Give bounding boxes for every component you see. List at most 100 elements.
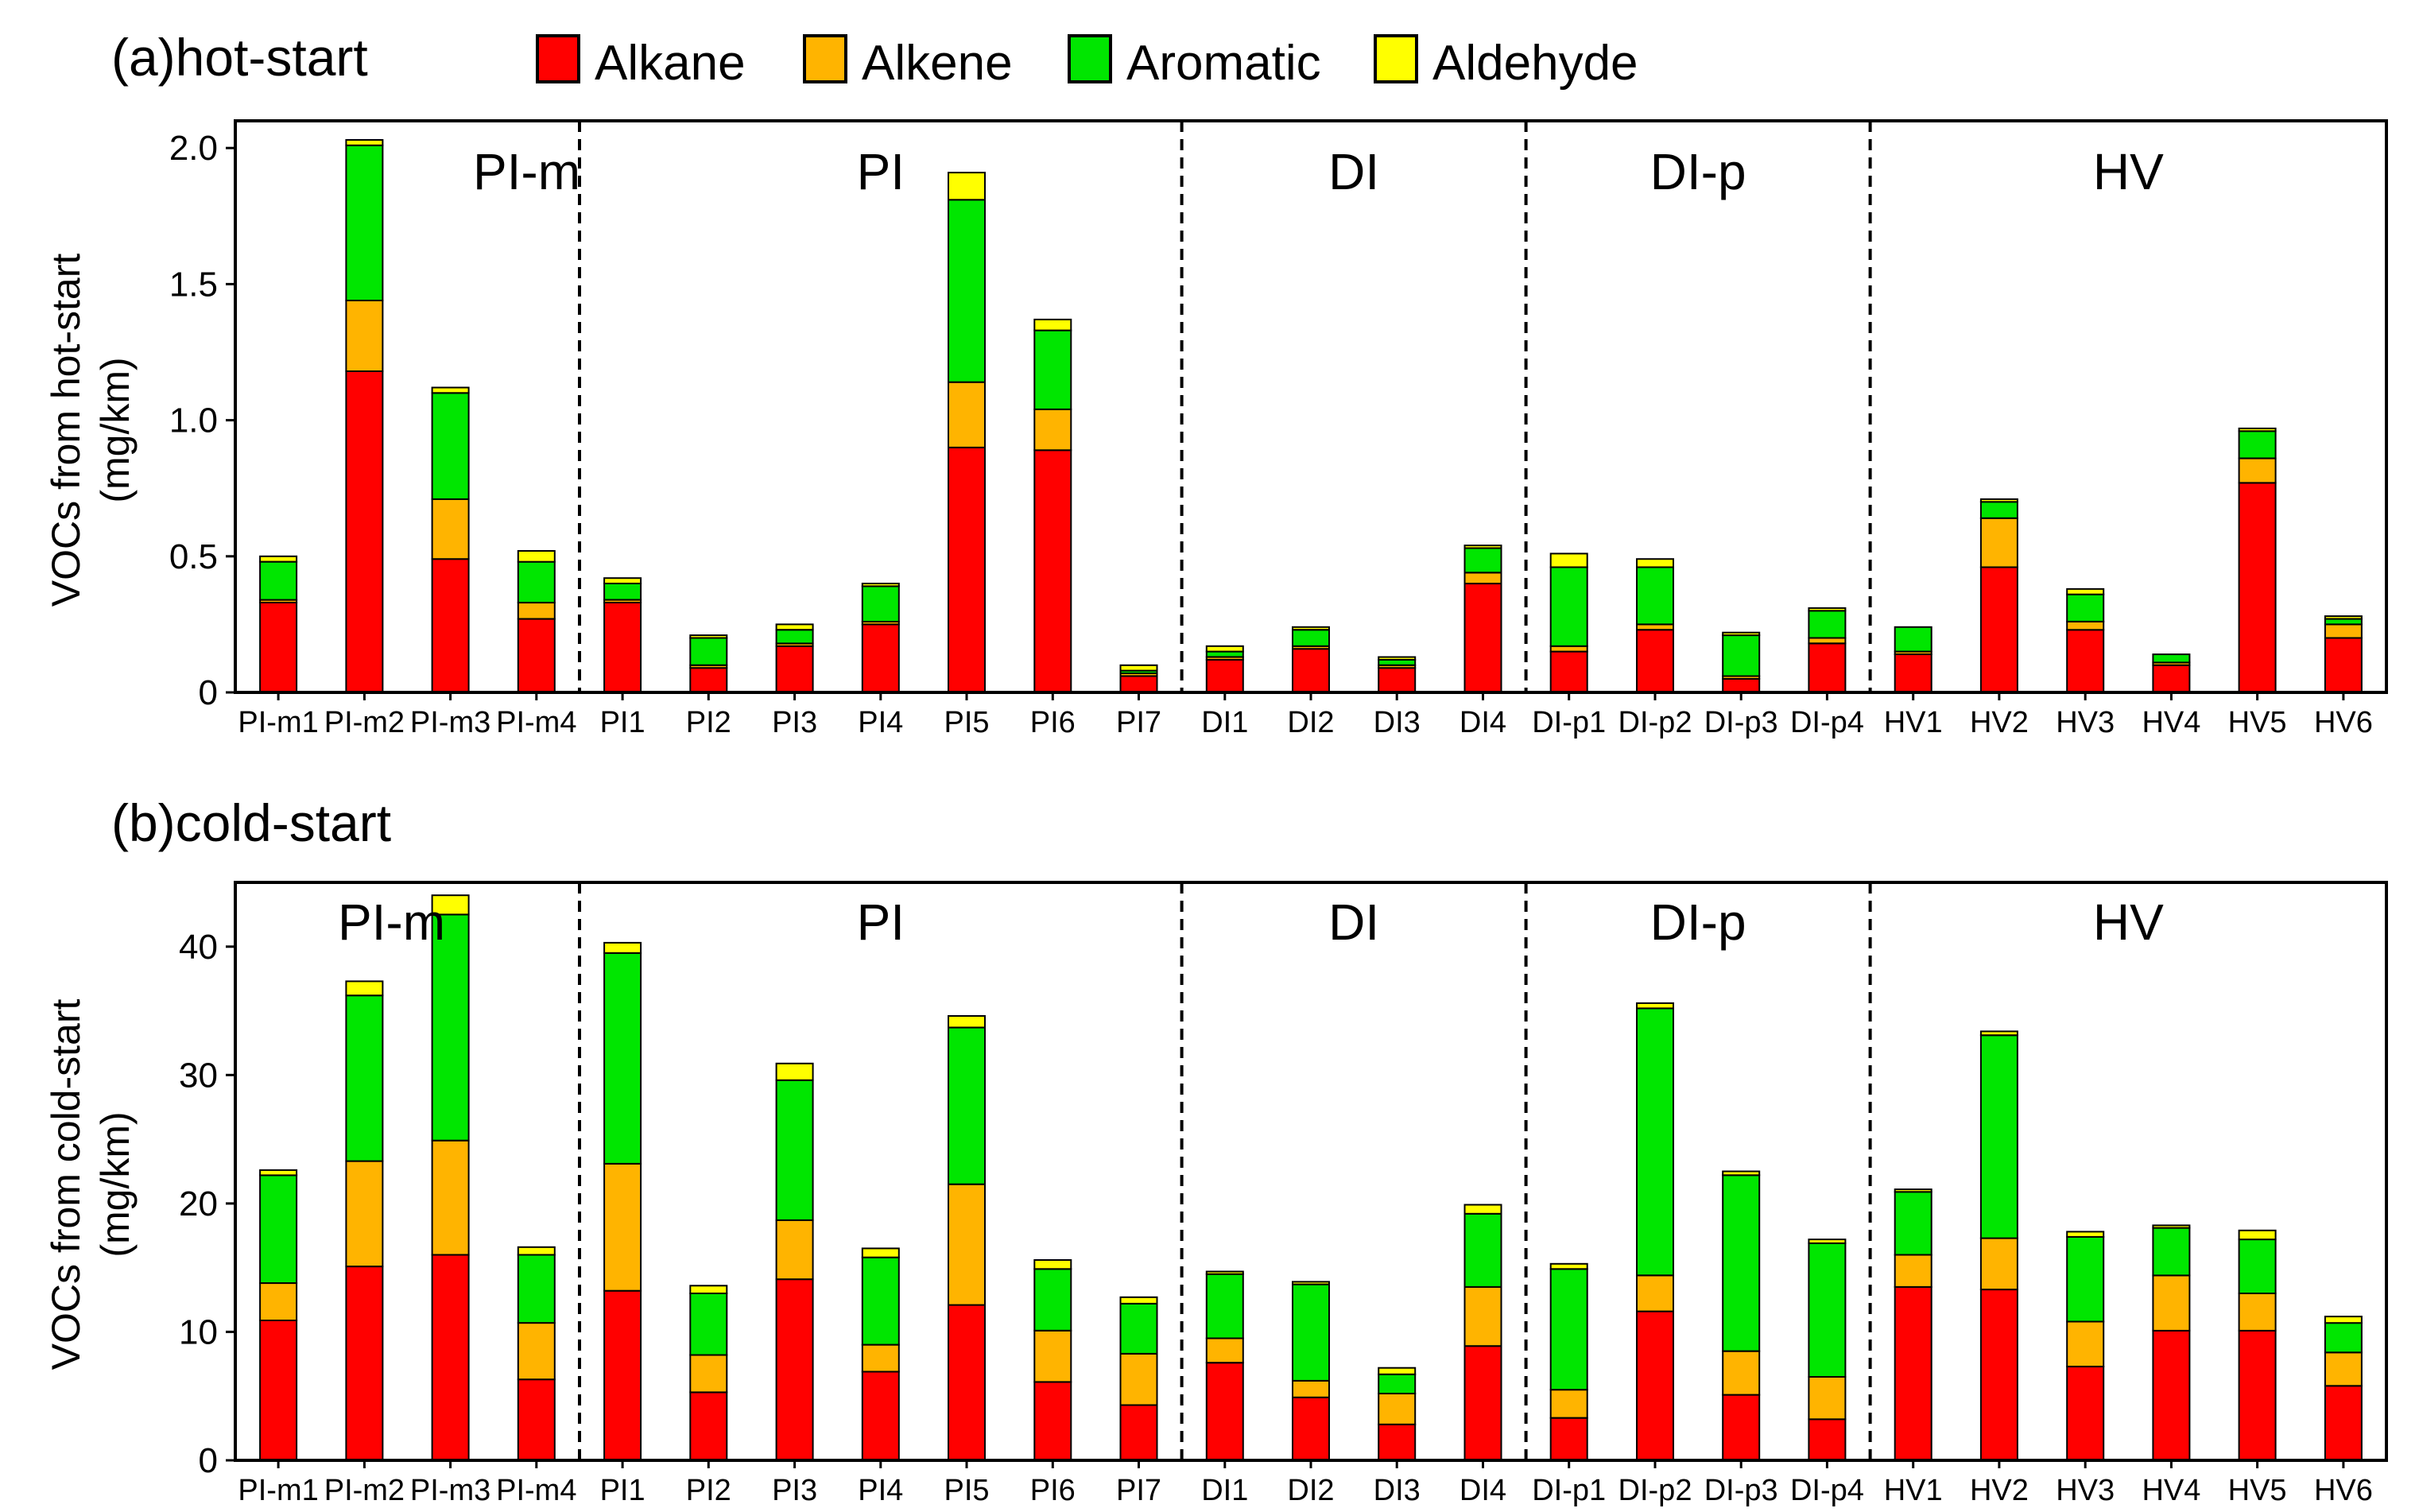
bar-di3-alkene [1378, 1393, 1417, 1425]
x-label-di3: DI3 [1374, 1474, 1421, 1507]
bar-di-p2-aldehyde [1636, 1002, 1674, 1010]
x-label-hv6: HV6 [2314, 1474, 2373, 1507]
bar-pi-m4-aldehyde [517, 1246, 556, 1256]
bar-di3-aromatic [1378, 1373, 1417, 1395]
bar-pi3-aldehyde [775, 623, 814, 631]
bar-pi1-alkane [603, 1289, 642, 1461]
bar-di3-aldehyde [1378, 656, 1417, 661]
bar-di-p4-aromatic [1808, 610, 1847, 639]
bar-pi4-aromatic [861, 585, 900, 622]
bar-pi2-aromatic [689, 637, 728, 666]
y-tick-label-1-0: 0 [199, 1441, 218, 1480]
x-label-pi-m4: PI-m4 [496, 1474, 576, 1507]
bar-di-p3-aldehyde [1722, 1170, 1761, 1177]
bar-hv5-alkane [2238, 1329, 2277, 1462]
bar-pi7-aromatic [1119, 1302, 1158, 1355]
bar-pi4-aldehyde [861, 1247, 900, 1258]
bar-hv3-aldehyde [2066, 587, 2105, 595]
bar-pi6-alkane [1033, 449, 1072, 693]
bar-hv5-aldehyde [2238, 427, 2277, 432]
bar-hv2-alkene [1979, 1237, 2018, 1291]
x-label-hv2: HV2 [1970, 706, 2029, 739]
bar-di1-aromatic [1205, 650, 1244, 658]
bar-pi5-aromatic [948, 1026, 986, 1185]
bar-hv5-alkane [2238, 482, 2277, 694]
x-label-pi2: PI2 [686, 706, 731, 739]
y-tick-label-0-4: 2.0 [169, 129, 218, 168]
bar-pi7-aldehyde [1119, 1296, 1158, 1305]
y-tick-label-0-1: 0.5 [169, 537, 218, 576]
bar-pi5-alkene [948, 1183, 986, 1306]
bar-pi-m3-aldehyde [431, 894, 470, 916]
group-label-di-p: DI-p [1650, 894, 1746, 951]
bar-di3-aromatic [1378, 658, 1417, 666]
bar-di2-aromatic [1292, 1283, 1330, 1382]
group-label-di-p: DI-p [1650, 143, 1746, 200]
bar-hv3-alkene [2066, 621, 2105, 631]
bar-pi1-aromatic [603, 952, 642, 1165]
bar-di-p4-alkene [1808, 1376, 1847, 1421]
x-label-di-p4: DI-p4 [1790, 706, 1864, 739]
bar-pi6-alkane [1033, 1381, 1072, 1461]
bar-di4-alkene [1463, 572, 1502, 585]
legend-swatch-aldehyde [1374, 34, 1418, 83]
x-label-di-p2: DI-p2 [1618, 706, 1692, 739]
bar-pi-m4-aromatic [517, 560, 556, 604]
x-label-pi3: PI3 [772, 1474, 817, 1507]
bar-hv1-alkane [1894, 1285, 1932, 1462]
bar-pi-m2-alkene [345, 300, 384, 372]
bar-di2-aldehyde [1292, 1281, 1330, 1285]
x-label-pi4: PI4 [858, 1474, 903, 1507]
bar-pi-m3-alkene [431, 1139, 470, 1256]
bar-hv3-aromatic [2066, 1235, 2105, 1323]
y-axis-title-line1: VOCs from cold-start [44, 999, 88, 1370]
legend-label-alkene: Alkene [862, 36, 1013, 91]
x-label-di4: DI4 [1460, 1474, 1506, 1507]
bar-pi2-alkane [689, 667, 728, 694]
bar-pi4-alkane [861, 623, 900, 694]
bar-pi2-alkane [689, 1391, 728, 1462]
bar-pi5-aldehyde [948, 172, 986, 201]
bar-pi5-aromatic [948, 199, 986, 383]
bar-hv5-aromatic [2238, 430, 2277, 459]
bar-pi-m1-alkane [259, 602, 298, 693]
bar-pi7-aldehyde [1119, 664, 1158, 672]
x-label-hv6: HV6 [2314, 706, 2373, 739]
x-label-pi1: PI1 [600, 1474, 645, 1507]
bar-pi6-aldehyde [1033, 1259, 1072, 1270]
x-label-pi-m3: PI-m3 [410, 1474, 490, 1507]
y-tick-label-1-1: 10 [179, 1312, 218, 1351]
bar-pi3-alkane [775, 645, 814, 693]
bar-di1-aldehyde [1205, 645, 1244, 653]
y-axis-title-line2: (mg/km) [93, 1111, 138, 1257]
bar-hv6-aldehyde [2324, 615, 2363, 620]
y-axis-title-hot-start: VOCs from hot-start (mg/km) [44, 254, 138, 607]
bar-hv3-alkane [2066, 629, 2105, 693]
bar-hv4-alkane [2152, 664, 2191, 693]
x-label-di2: DI2 [1287, 706, 1334, 739]
x-label-hv3: HV3 [2056, 706, 2115, 739]
legend-swatch-alkane [536, 34, 580, 83]
x-label-hv1: HV1 [1884, 706, 1943, 739]
bar-pi-m2-aromatic [345, 994, 384, 1162]
bar-di-p2-aldehyde [1636, 558, 1674, 568]
group-label-hv: HV [2093, 143, 2164, 200]
y-axis-title-line2: (mg/km) [93, 357, 138, 502]
bar-di-p3-alkene [1722, 1350, 1761, 1396]
x-label-pi3: PI3 [772, 706, 817, 739]
bar-hv5-aromatic [2238, 1239, 2277, 1294]
bar-pi3-alkene [775, 1219, 814, 1281]
x-label-hv2: HV2 [1970, 1474, 2029, 1507]
bar-hv5-alkene [2238, 457, 2277, 484]
x-label-pi-m3: PI-m3 [410, 706, 490, 739]
x-label-pi-m2: PI-m2 [324, 706, 405, 739]
bar-pi2-aldehyde [689, 634, 728, 639]
bar-di-p1-aromatic [1549, 1268, 1588, 1391]
bar-di1-alkene [1205, 1337, 1244, 1364]
x-label-hv3: HV3 [2056, 1474, 2115, 1507]
x-label-di3: DI3 [1374, 706, 1421, 739]
bar-di2-alkene [1292, 1379, 1330, 1398]
y-tick-label-0-2: 1.0 [169, 401, 218, 440]
bar-di4-aromatic [1463, 1212, 1502, 1288]
bar-pi-m4-aldehyde [517, 550, 556, 563]
